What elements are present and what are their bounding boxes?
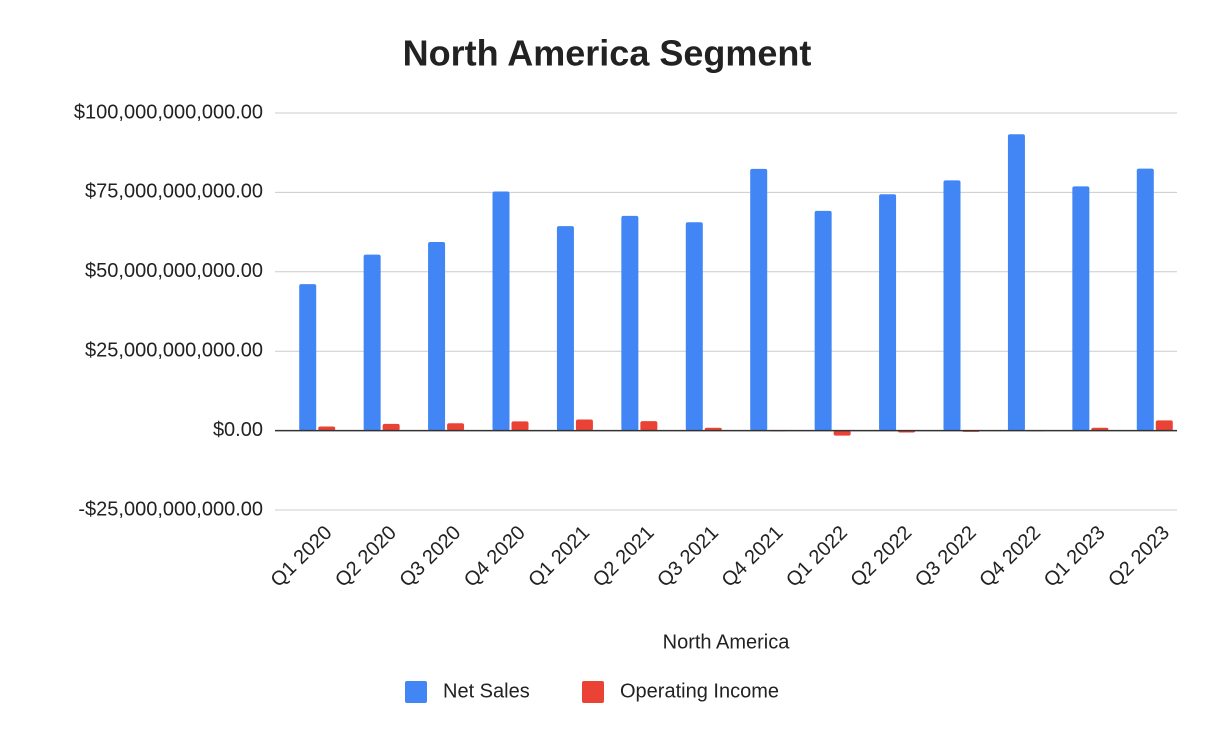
legend-label: Operating Income xyxy=(620,680,779,702)
bar xyxy=(318,426,336,431)
bar xyxy=(621,215,639,431)
legend-swatch xyxy=(405,681,427,703)
y-tick-label: $25,000,000,000.00 xyxy=(85,339,263,361)
y-tick-label: $50,000,000,000.00 xyxy=(85,260,263,282)
x-tick-label: Q4 2022 xyxy=(975,522,1045,592)
x-tick-label: Q4 2021 xyxy=(718,522,788,592)
bar xyxy=(1072,186,1090,431)
bar xyxy=(750,168,768,431)
bar xyxy=(382,423,400,431)
bar xyxy=(814,210,832,431)
chart-title: North America Segment xyxy=(403,33,812,74)
legend-label: Net Sales xyxy=(443,680,530,702)
y-tick-label: $75,000,000,000.00 xyxy=(85,181,263,203)
bar xyxy=(428,241,446,431)
bar xyxy=(447,423,465,431)
x-tick-label: Q3 2021 xyxy=(653,522,723,592)
x-tick-label: Q4 2020 xyxy=(460,522,530,592)
x-axis-title: North America xyxy=(663,631,791,653)
bar xyxy=(1155,420,1173,431)
legend-swatch xyxy=(582,681,604,703)
bar xyxy=(1136,168,1154,431)
x-tick-label: Q1 2020 xyxy=(267,522,337,592)
bar xyxy=(556,226,574,431)
bar xyxy=(299,284,317,431)
bar xyxy=(363,254,381,431)
bar xyxy=(640,421,658,431)
bar xyxy=(943,180,961,431)
y-tick-label: -$25,000,000,000.00 xyxy=(78,498,263,520)
x-tick-label: Q2 2023 xyxy=(1104,522,1174,592)
bar xyxy=(1007,134,1025,431)
x-tick-label: Q1 2023 xyxy=(1040,522,1110,592)
bar xyxy=(685,222,703,431)
x-tick-label: Q1 2021 xyxy=(524,522,594,592)
x-tick-label: Q3 2020 xyxy=(396,522,466,592)
x-tick-label: Q2 2020 xyxy=(331,522,401,592)
x-tick-label: Q2 2022 xyxy=(847,522,917,592)
bar xyxy=(575,419,593,431)
x-tick-label: Q3 2022 xyxy=(911,522,981,592)
bar xyxy=(511,421,529,431)
y-tick-label: $0.00 xyxy=(213,419,263,441)
x-tick-label: Q2 2021 xyxy=(589,522,659,592)
x-tick-label: Q1 2022 xyxy=(782,522,852,592)
bar xyxy=(492,191,510,431)
bar xyxy=(833,430,851,436)
bar xyxy=(879,194,897,431)
y-tick-label: $100,000,000,000.00 xyxy=(74,101,263,123)
